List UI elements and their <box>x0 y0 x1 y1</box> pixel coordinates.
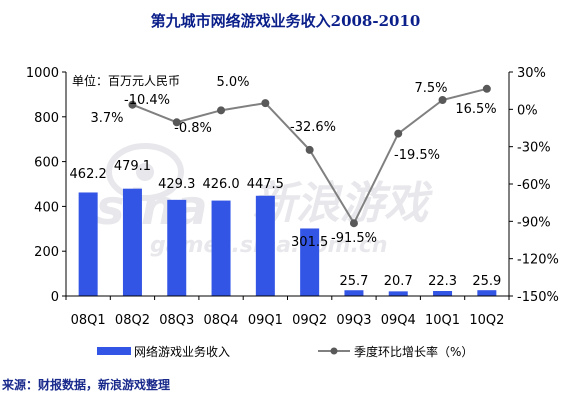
growth-point-10Q2 <box>482 84 491 93</box>
growth-label-10Q1: 7.5% <box>414 81 447 96</box>
growth-label-08Q4: -0.8% <box>174 121 212 136</box>
y-right-tick-label: 0% <box>517 103 538 118</box>
growth-point-09Q2 <box>305 145 314 154</box>
bar-value-label-08Q1: 462.2 <box>70 167 107 182</box>
legend-bar-swatch <box>97 347 131 355</box>
y-right-tick-label: -30% <box>517 141 551 156</box>
bar-08Q4 <box>211 200 231 296</box>
x-tick-label-10Q1: 10Q1 <box>425 313 460 328</box>
bar-value-label-08Q4: 426.0 <box>202 177 239 192</box>
legend: 网络游戏业务收入 季度环比增长率（%） <box>97 344 473 359</box>
x-tick-label-08Q3: 08Q3 <box>159 313 194 328</box>
line-series <box>128 84 491 228</box>
y-right-tick-label: -90% <box>517 215 551 230</box>
x-tick-label-09Q1: 09Q1 <box>248 313 283 328</box>
growth-label-09Q2: -32.6% <box>290 120 336 135</box>
growth-point-08Q4 <box>217 106 226 115</box>
bar-value-label-10Q2: 25.9 <box>472 274 501 289</box>
watermark-eye-pupil-icon <box>136 163 154 181</box>
growth-label-09Q3: -91.5% <box>331 231 377 246</box>
bar-value-label-08Q3: 429.3 <box>158 177 195 192</box>
y-left-tick-label: 0 <box>51 290 59 305</box>
growth-point-10Q1 <box>438 96 447 104</box>
y-right-tick-label: -150% <box>517 290 559 305</box>
bar-value-label-09Q4: 20.7 <box>384 274 413 289</box>
bar-series <box>78 188 497 296</box>
x-tick-label-08Q4: 08Q4 <box>204 313 239 328</box>
growth-point-09Q4 <box>394 129 403 138</box>
watermark-brand-text: sina <box>96 180 208 236</box>
bar-value-label-10Q1: 22.3 <box>428 274 457 289</box>
bar-10Q1 <box>433 291 453 296</box>
bar-08Q2 <box>122 188 142 296</box>
y-right-tick-label: 30% <box>517 66 546 81</box>
x-tick-label-09Q3: 09Q3 <box>336 313 371 328</box>
growth-label-09Q4: -19.5% <box>394 148 440 163</box>
growth-label-08Q3: -10.4% <box>124 93 170 108</box>
x-tick-label-10Q2: 10Q2 <box>469 313 504 328</box>
data-labels: 462.2 479.1 429.3 426.0 447.5 301.5 25.7 20.7 22… <box>70 75 502 289</box>
x-tick-label-08Q1: 08Q1 <box>71 313 106 328</box>
axes: 0 200 400 600 800 1000 30% 0% -30% -60% -90% -120% -… <box>26 66 559 328</box>
y-right-tick-label: -120% <box>517 253 559 268</box>
unit-note: 单位：百万元人民币 <box>72 73 180 88</box>
legend-line-label: 季度环比增长率（%） <box>354 344 473 359</box>
bar-value-label-09Q3: 25.7 <box>339 274 368 289</box>
bar-value-label-09Q2: 301.5 <box>291 235 328 250</box>
growth-point-09Q3 <box>349 219 358 228</box>
bar-value-label-08Q2: 479.1 <box>114 159 151 174</box>
y-left-tick-label: 600 <box>34 156 59 171</box>
legend-bar-label: 网络游戏业务收入 <box>134 344 230 359</box>
y-left-tick-label: 200 <box>34 245 59 260</box>
growth-point-08Q3 <box>172 118 181 127</box>
growth-point-09Q1 <box>261 99 270 108</box>
bar-08Q3 <box>167 199 187 296</box>
y-right-tick-label: -60% <box>517 178 551 193</box>
bar-09Q3 <box>344 290 364 296</box>
bar-09Q1 <box>255 195 275 296</box>
growth-label-09Q1: 5.0% <box>216 75 249 90</box>
growth-label-08Q2: 3.7% <box>90 111 123 126</box>
growth-label-10Q2: 16.5% <box>455 102 496 117</box>
x-tick-label-09Q2: 09Q2 <box>292 313 327 328</box>
watermark-eye-icon <box>106 143 184 201</box>
y-left-tick-label: 400 <box>34 200 59 215</box>
legend-line-marker <box>330 347 338 355</box>
y-left-tick-label: 800 <box>34 111 59 126</box>
x-tick-label-08Q2: 08Q2 <box>115 313 150 328</box>
chart-title: 第九城市网络游戏业务收入2008-2010 <box>150 12 421 30</box>
source-note: 来源：财报数据，新浪游戏整理 <box>2 378 171 392</box>
y-left-tick-label: 1000 <box>26 66 59 81</box>
bar-09Q2 <box>300 228 320 296</box>
bar-value-label-09Q1: 447.5 <box>247 177 284 192</box>
x-tick-label-09Q4: 09Q4 <box>381 313 416 328</box>
bar-10Q2 <box>477 290 497 296</box>
bar-08Q1 <box>78 192 98 296</box>
bar-09Q4 <box>388 291 408 296</box>
growth-point-08Q2 <box>128 100 137 109</box>
